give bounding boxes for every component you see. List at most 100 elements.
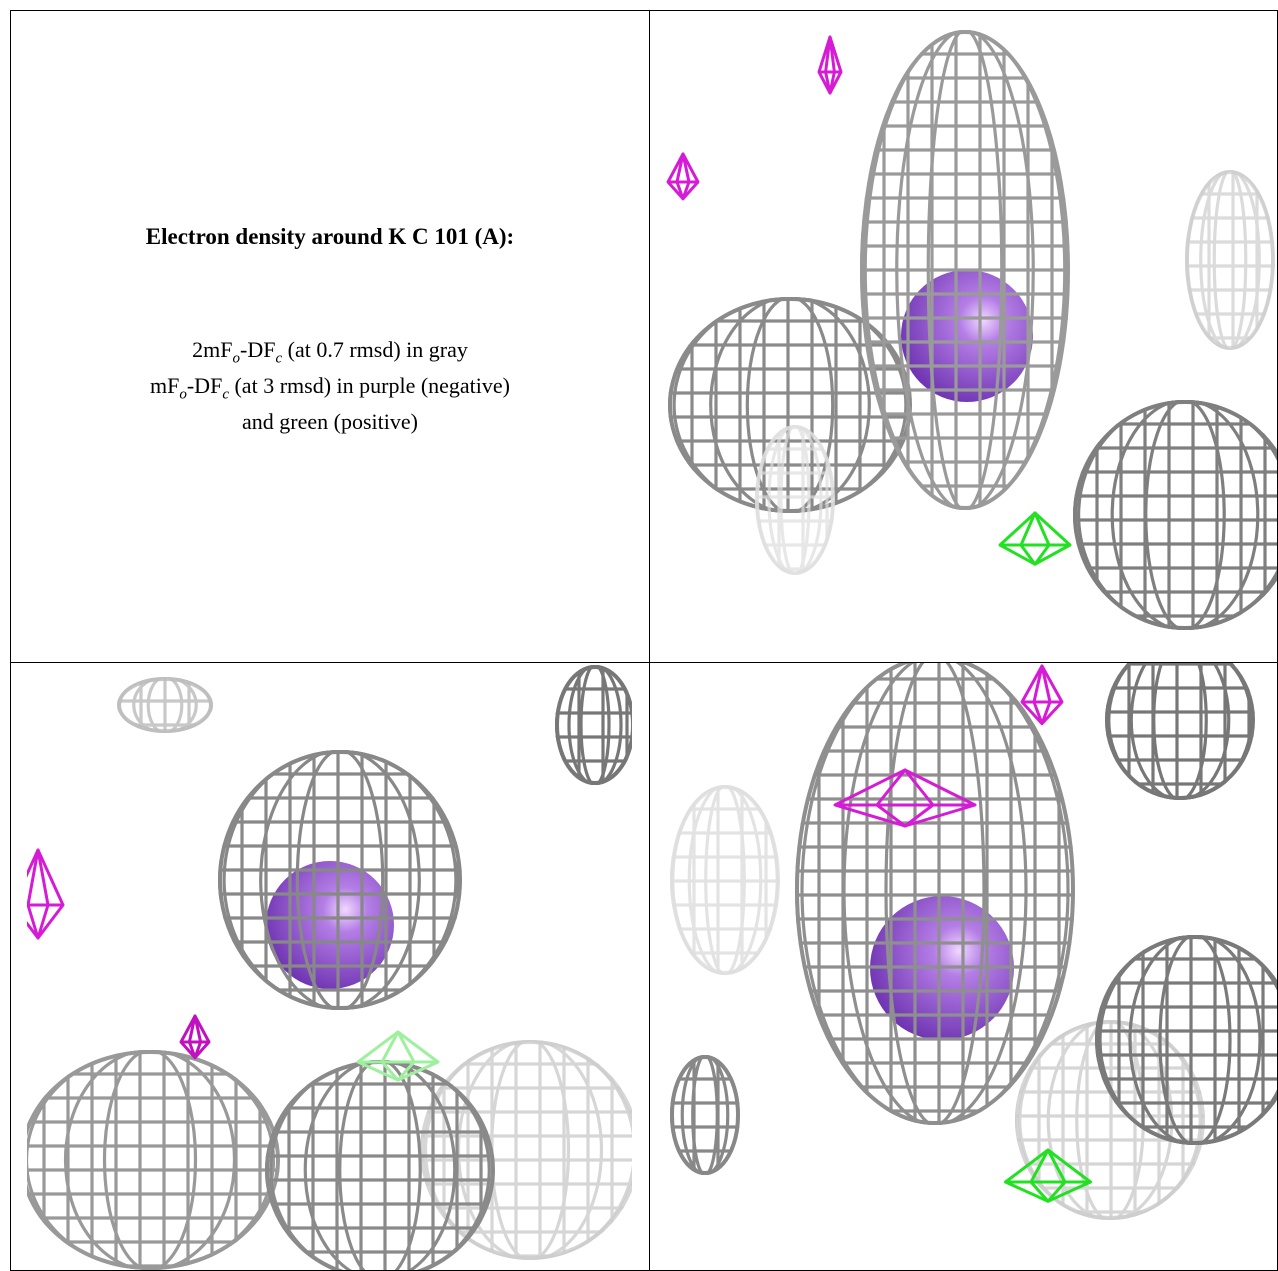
- mesh-line: [800, 663, 1070, 1125]
- mesh-line: [1199, 170, 1261, 350]
- wire: [27, 848, 63, 940]
- difference-density: [1004, 1148, 1092, 1203]
- subscript: o: [232, 350, 241, 367]
- mesh-line: [842, 663, 1028, 1125]
- caption-text: -DF: [240, 337, 276, 362]
- caption-text: (at 0.7 rmsd) in gray: [282, 337, 468, 362]
- caption-text: 2mF: [192, 337, 233, 362]
- caption-text: and green (positive): [242, 409, 418, 435]
- difference-density: [27, 848, 65, 940]
- caption-text: mF: [150, 373, 180, 399]
- mesh-outline: [755, 425, 835, 575]
- mesh-line: [222, 750, 458, 1010]
- wire: [819, 35, 841, 95]
- caption-line: mFo-DFc (at 3 rmsd) in purple (negative): [12, 370, 648, 406]
- mesh-outline: [218, 750, 462, 1010]
- panel: [666, 30, 1278, 630]
- subscript: o: [179, 386, 187, 403]
- mesh-line: [1152, 663, 1208, 800]
- mesh-line: [567, 665, 623, 785]
- mesh-line: [1129, 663, 1231, 800]
- mesh-line: [63, 1050, 237, 1270]
- difference-density: [998, 511, 1072, 566]
- mesh-line: [1128, 935, 1262, 1145]
- mesh-line: [579, 665, 611, 785]
- subscript: c: [275, 350, 283, 367]
- wire: [358, 1030, 438, 1082]
- mesh-line: [423, 1040, 632, 1260]
- caption-text: (at 3 rmsd) in purple (negative): [228, 373, 510, 399]
- mesh-outline: [670, 1055, 740, 1175]
- mesh-outline: [117, 677, 213, 733]
- mesh-line: [295, 750, 385, 1010]
- difference-density: [179, 1014, 211, 1060]
- mesh-line: [672, 297, 908, 513]
- potassium-ion: [266, 861, 394, 989]
- mesh-line: [1018, 1020, 1202, 1220]
- mesh-line: [146, 677, 184, 733]
- mesh-line: [269, 1060, 491, 1271]
- caption-text: -DF: [186, 373, 223, 399]
- wire: [27, 848, 65, 940]
- mesh-line: [704, 785, 746, 975]
- wire: [1022, 664, 1062, 726]
- caption-line: and green (positive): [12, 406, 648, 438]
- mesh-line: [779, 425, 811, 575]
- wire: [1000, 511, 1070, 566]
- difference-density: [666, 152, 700, 201]
- mesh-line: [132, 677, 198, 733]
- density-mesh: [1073, 400, 1278, 630]
- density-mesh: [1095, 935, 1278, 1145]
- mesh-line: [102, 1050, 198, 1270]
- mesh-line: [709, 297, 871, 513]
- mesh-line: [863, 30, 1067, 510]
- density-mesh: [218, 750, 462, 1010]
- density-mesh: [860, 30, 1070, 510]
- mesh-line: [926, 30, 1004, 510]
- potassium-ion: [901, 270, 1033, 402]
- difference-density: [817, 35, 843, 95]
- mesh-outline: [1073, 400, 1278, 630]
- mesh-outline: [420, 1040, 632, 1260]
- mesh-line: [27, 1050, 276, 1270]
- wire: [998, 511, 1072, 566]
- caption-lines: 2mFo-DFc (at 0.7 rmsd) in gray mFo-DFc (a…: [12, 334, 648, 438]
- mesh-outline: [1105, 663, 1255, 800]
- mesh-outline: [1015, 1020, 1205, 1220]
- mesh-line: [1212, 170, 1248, 350]
- difference-density: [1020, 664, 1064, 726]
- mesh-outline: [1095, 935, 1278, 1145]
- wire: [181, 1014, 209, 1060]
- difference-density: [833, 768, 977, 828]
- caption-title: Electron density around K C 101 (A):: [145, 224, 515, 249]
- panel: [27, 665, 632, 1271]
- mesh-line: [1076, 400, 1278, 630]
- caption: Electron density around K C 101 (A): 2mF…: [12, 12, 648, 660]
- mesh-line: [338, 1060, 422, 1271]
- mesh-line: [1158, 935, 1232, 1145]
- mesh-line: [259, 750, 421, 1010]
- mesh-outline: [1185, 170, 1275, 350]
- panel: [670, 663, 1278, 1220]
- wire: [835, 768, 975, 828]
- mesh-line: [745, 297, 835, 513]
- caption-line: 2mFo-DFc (at 0.7 rmsd) in gray: [12, 334, 648, 370]
- mesh-line: [767, 425, 823, 575]
- mesh-line: [687, 785, 763, 975]
- mesh-line: [895, 30, 1035, 510]
- mesh-line: [884, 663, 986, 1125]
- mesh-outline: [795, 663, 1075, 1125]
- mesh-line: [489, 1040, 571, 1260]
- mesh-line: [680, 1055, 730, 1175]
- subscript: c: [222, 386, 229, 403]
- mesh-outline: [555, 665, 632, 785]
- density-mesh: [795, 663, 1075, 1125]
- mesh-outline: [860, 30, 1070, 510]
- wire: [668, 152, 698, 201]
- mesh-line: [1144, 400, 1226, 630]
- difference-density: [356, 1030, 440, 1082]
- wire: [1005, 1148, 1091, 1203]
- mesh-line: [691, 1055, 719, 1175]
